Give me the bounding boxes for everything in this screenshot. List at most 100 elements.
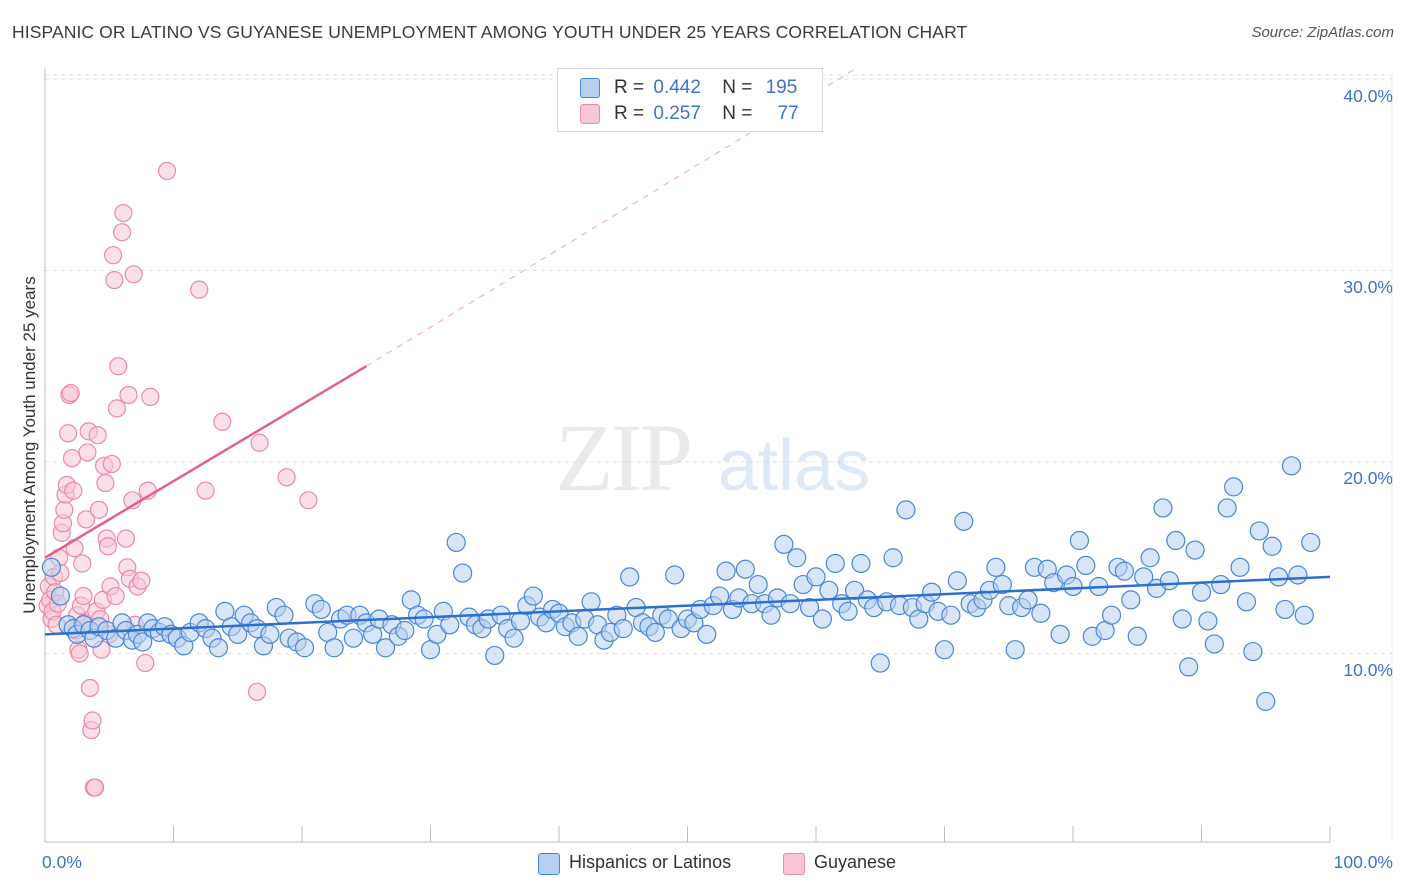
data-point-guyanese bbox=[77, 510, 96, 529]
legend-r-value-1: 0.442 bbox=[653, 77, 701, 98]
data-point-hispanic bbox=[658, 609, 678, 629]
watermark-atlas: atlas bbox=[718, 426, 870, 506]
data-point-hispanic bbox=[311, 599, 331, 620]
data-point-hispanic bbox=[716, 561, 736, 581]
legend-r-label: R = bbox=[614, 77, 645, 98]
data-point-hispanic bbox=[1243, 641, 1263, 662]
data-point-guyanese bbox=[157, 161, 177, 181]
data-point-hispanic bbox=[665, 565, 685, 585]
x-tick-label-min: 0.0% bbox=[42, 852, 82, 872]
data-point-hispanic bbox=[1050, 624, 1070, 644]
data-point-guyanese bbox=[190, 280, 209, 299]
data-point-hispanic bbox=[697, 624, 717, 644]
data-point-hispanic bbox=[1101, 605, 1122, 625]
data-point-hispanic bbox=[710, 586, 730, 606]
bottom-legend-swatch-blue bbox=[538, 853, 560, 875]
data-point-hispanic bbox=[799, 597, 820, 618]
legend-swatch-blue bbox=[580, 78, 600, 98]
watermark-zip: ZIP bbox=[555, 404, 690, 511]
data-point-guyanese bbox=[107, 399, 127, 418]
data-point-hispanic bbox=[446, 532, 466, 553]
bottom-legend-hispanic: Hispanics or Latinos bbox=[569, 852, 732, 872]
data-point-hispanic bbox=[1275, 599, 1295, 620]
data-point-hispanic bbox=[1159, 571, 1179, 591]
data-point-guyanese bbox=[247, 682, 267, 701]
data-point-hispanic bbox=[208, 638, 229, 658]
data-point-hispanic bbox=[1204, 634, 1224, 654]
data-point-guyanese bbox=[86, 778, 105, 797]
data-point-hispanic bbox=[1179, 657, 1199, 677]
data-point-hispanic bbox=[1230, 557, 1250, 577]
data-point-guyanese bbox=[78, 443, 97, 462]
data-point-hispanic bbox=[1153, 498, 1173, 518]
data-point-guyanese bbox=[106, 586, 125, 606]
data-point-hispanic bbox=[1172, 609, 1192, 629]
x-tick-label-max: 100.0% bbox=[1333, 852, 1393, 872]
data-point-hispanic bbox=[780, 594, 800, 614]
data-point-guyanese bbox=[61, 383, 80, 403]
data-point-hispanic bbox=[883, 548, 903, 568]
legend-n-value-2: 77 bbox=[777, 103, 799, 124]
data-point-hispanic bbox=[274, 605, 294, 625]
data-point-hispanic bbox=[787, 548, 807, 568]
data-point-hispanic bbox=[1249, 521, 1269, 541]
data-point-guyanese bbox=[141, 387, 160, 406]
axes bbox=[44, 68, 1331, 843]
data-point-guyanese bbox=[277, 468, 296, 487]
data-point-hispanic bbox=[1301, 532, 1321, 553]
data-point-hispanic bbox=[453, 563, 473, 583]
data-point-hispanic bbox=[954, 511, 974, 531]
data-point-guyanese bbox=[64, 481, 83, 500]
data-point-hispanic bbox=[1185, 540, 1205, 560]
data-point-guyanese bbox=[96, 473, 115, 493]
data-point-hispanic bbox=[133, 632, 153, 652]
data-point-hispanic bbox=[838, 601, 858, 621]
data-point-hispanic bbox=[819, 580, 839, 600]
data-point-guyanese bbox=[109, 357, 128, 376]
data-point-guyanese bbox=[299, 491, 318, 510]
data-point-guyanese bbox=[70, 644, 89, 663]
data-point-guyanese bbox=[105, 270, 124, 290]
data-point-guyanese bbox=[62, 449, 82, 468]
data-point-hispanic bbox=[1166, 530, 1186, 551]
legend-r-value-2: 0.257 bbox=[653, 103, 701, 124]
data-point-hispanic bbox=[485, 645, 505, 666]
legend-n-label: N = bbox=[722, 103, 753, 124]
data-point-hispanic bbox=[947, 571, 967, 591]
data-point-hispanic bbox=[375, 638, 396, 658]
data-point-guyanese bbox=[196, 481, 215, 500]
data-point-hispanic bbox=[50, 586, 71, 606]
data-point-hispanic bbox=[568, 626, 588, 646]
data-point-guyanese bbox=[132, 571, 151, 590]
data-point-guyanese bbox=[98, 537, 118, 556]
data-point-guyanese bbox=[88, 426, 107, 445]
data-point-guyanese bbox=[59, 424, 78, 443]
data-point-hispanic bbox=[774, 534, 794, 554]
data-point-guyanese bbox=[213, 412, 232, 431]
data-point-hispanic bbox=[1031, 603, 1051, 623]
legend-swatch-pink bbox=[580, 104, 600, 124]
data-point-guyanese bbox=[55, 500, 74, 519]
data-point-hispanic bbox=[1262, 536, 1282, 556]
data-point-hispanic bbox=[581, 592, 601, 612]
chart-title: HISPANIC OR LATINO VS GUYANESE UNEMPLOYM… bbox=[12, 22, 968, 42]
data-point-hispanic bbox=[523, 586, 543, 606]
data-point-hispanic bbox=[613, 619, 633, 639]
series-hispanic-points bbox=[41, 456, 1321, 711]
data-point-hispanic bbox=[1294, 605, 1314, 625]
data-point-hispanic bbox=[294, 638, 315, 658]
legend-n-label: N = bbox=[722, 77, 753, 98]
data-point-hispanic bbox=[41, 557, 62, 577]
data-point-guyanese bbox=[119, 385, 138, 405]
data-point-guyanese bbox=[112, 223, 132, 242]
y-tick-label: 30.0% bbox=[1343, 277, 1393, 297]
source-credit: Source: ZipAtlas.com bbox=[1251, 24, 1394, 41]
data-point-hispanic bbox=[620, 567, 640, 587]
data-point-hispanic bbox=[395, 620, 415, 641]
data-point-hispanic bbox=[1256, 691, 1276, 711]
data-point-hispanic bbox=[870, 653, 890, 673]
data-point-guyanese bbox=[89, 500, 109, 519]
correlation-legend: R = 0.442 N = 195 R = 0.257 N = 77 bbox=[557, 68, 823, 132]
data-point-guyanese bbox=[80, 678, 100, 698]
